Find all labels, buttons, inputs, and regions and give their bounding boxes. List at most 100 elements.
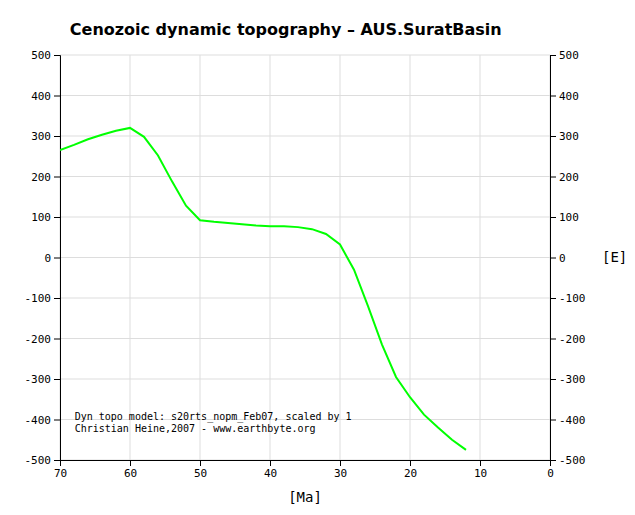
tick: 70 (54, 460, 67, 480)
tick-label: -300 (559, 373, 586, 386)
grid-line-y (60, 136, 550, 137)
grid-line-y (60, 257, 550, 258)
grid-line-y (60, 217, 550, 218)
tick-mark (550, 177, 556, 178)
annotation: Dyn topo model: s20rts_nopm_Feb07, scale… (75, 411, 352, 434)
tick-mark (54, 298, 60, 299)
tick: -200 (25, 333, 61, 346)
tick: 60 (124, 460, 137, 480)
x-axis: 70 60 50 40 30 20 10 0 (54, 460, 554, 480)
tick-mark (550, 136, 556, 137)
grid-line-y (60, 379, 550, 380)
tick: 10 (474, 460, 487, 480)
tick: -400 (25, 414, 61, 427)
chart-container: 706050403020100-500-400-300-200-10001002… (0, 0, 635, 515)
series (60, 128, 466, 450)
annotation-line: Dyn topo model: s20rts_nopm_Feb07, scale… (75, 411, 352, 423)
tick: -500 (550, 454, 586, 467)
tick-mark (550, 217, 556, 218)
y-axis-right: -500-400-300-200-1000100200300400500 (550, 49, 586, 467)
tick-mark (410, 460, 411, 466)
x-axis-title: [Ma] (288, 489, 322, 505)
tick-label: 70 (54, 467, 67, 480)
axis-line (54, 56, 61, 461)
tick-mark (550, 55, 556, 56)
tick: -100 (550, 292, 586, 305)
tick-label: 30 (334, 467, 347, 480)
tick-mark (54, 339, 60, 340)
tick-label: -200 (25, 333, 52, 346)
tick: 0 (547, 460, 554, 480)
tick-mark (550, 339, 556, 340)
grid-line-y (60, 338, 550, 339)
tick: 0 (44, 252, 60, 265)
tick-label: 400 (559, 90, 579, 103)
tick-mark (550, 420, 556, 421)
tick-label: -500 (559, 454, 586, 467)
tick: -100 (25, 292, 61, 305)
tick-mark (550, 379, 556, 380)
tick-mark (550, 460, 556, 461)
tick: 200 (550, 171, 579, 184)
tick-label: 500 (31, 49, 51, 62)
tick-mark (54, 177, 60, 178)
tick-label: 500 (559, 49, 579, 62)
tick-mark (54, 55, 60, 56)
tick-mark (54, 217, 60, 218)
line (60, 128, 466, 450)
tick-label: -400 (25, 414, 52, 427)
tick-label: 40 (264, 467, 277, 480)
tick-label: 20 (404, 467, 417, 480)
axis-line (551, 56, 557, 461)
tick-label: -300 (25, 373, 52, 386)
tick-mark (54, 460, 60, 461)
tick-mark (480, 460, 481, 466)
tick-mark (340, 460, 341, 466)
tick-mark (550, 96, 556, 97)
plot: 706050403020100-500-400-300-200-10001002… (25, 49, 586, 480)
tick: 0 (550, 252, 566, 265)
grid-line-y (60, 298, 550, 299)
tick-mark (130, 460, 131, 466)
tick-mark (54, 420, 60, 421)
tick: -300 (25, 373, 61, 386)
tick: 30 (334, 460, 347, 480)
chart: 706050403020100-500-400-300-200-10001002… (0, 0, 635, 515)
tick: 500 (31, 49, 60, 62)
tick: 40 (264, 460, 277, 480)
tick-label: 200 (31, 171, 51, 184)
tick-mark (550, 298, 556, 299)
tick: -500 (25, 454, 61, 467)
tick-mark (54, 136, 60, 137)
tick-label: -100 (25, 292, 52, 305)
tick: 100 (550, 211, 579, 224)
title: Cenozoic dynamic topography – AUS.SuratB… (70, 20, 502, 39)
y-axis-left: -500 -400 -300 -200 -100 0 100 200 300 400 500 (25, 49, 61, 467)
tick: 50 (194, 460, 207, 480)
tick-label: -500 (25, 454, 52, 467)
grid-line-y (60, 176, 550, 177)
tick-label: 10 (474, 467, 487, 480)
tick-label: 100 (31, 211, 51, 224)
annotation-line: Christian Heine,2007 - www.earthbyte.org (75, 423, 316, 434)
tick-label: 0 (559, 252, 566, 265)
tick-mark (54, 258, 60, 259)
tick-label: -200 (559, 333, 586, 346)
tick: -400 (550, 414, 586, 427)
tick-label: 0 (547, 467, 554, 480)
axis-line (61, 461, 551, 467)
tick: 300 (31, 130, 60, 143)
tick-mark (54, 96, 60, 97)
tick: 400 (550, 90, 579, 103)
tick-mark (200, 460, 201, 466)
tick-label: -100 (559, 292, 586, 305)
tick: 400 (31, 90, 60, 103)
tick-mark (54, 379, 60, 380)
tick: -300 (550, 373, 586, 386)
tick-mark (270, 460, 271, 466)
tick-label: 400 (31, 90, 51, 103)
tick: 100 (31, 211, 60, 224)
tick-label: 300 (31, 130, 51, 143)
grid-line-y (60, 95, 550, 96)
tick-label: -400 (559, 414, 586, 427)
